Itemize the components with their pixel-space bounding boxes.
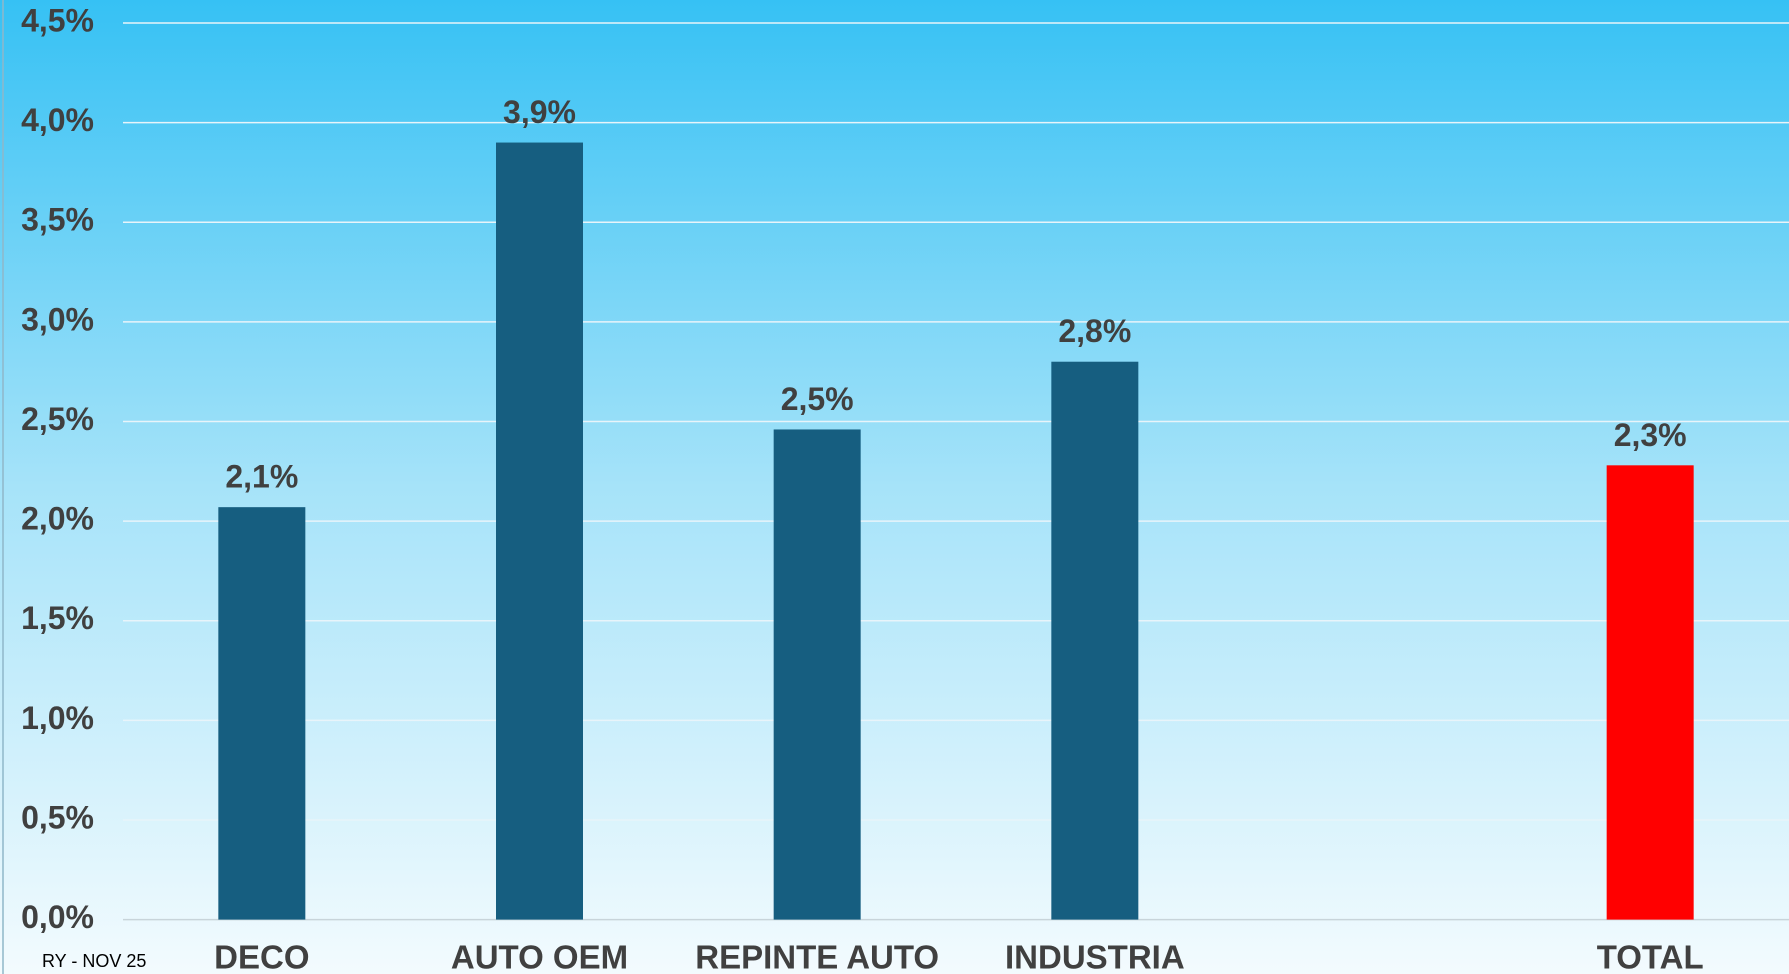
y-tick-label: 3,5% <box>21 202 94 238</box>
y-tick-label: 2,5% <box>21 401 94 437</box>
bar <box>1051 361 1139 920</box>
bar <box>496 142 583 920</box>
y-tick-label: 4,0% <box>21 102 94 138</box>
value-label: 3,9% <box>503 94 576 130</box>
x-tick-label: REPINTE AUTO <box>695 939 939 974</box>
y-tick-label: 0,5% <box>21 799 94 835</box>
bar <box>1606 465 1694 920</box>
y-tick-label: 0,0% <box>21 899 94 935</box>
x-tick-label: TOTAL <box>1597 939 1704 974</box>
value-label: 2,3% <box>1614 417 1687 453</box>
y-tick-label: 1,5% <box>21 600 94 636</box>
value-label: 2,8% <box>1058 313 1131 349</box>
y-tick-label: 4,5% <box>21 2 94 38</box>
value-label: 2,1% <box>225 459 298 495</box>
y-tick-label: 2,0% <box>21 501 94 537</box>
value-label: 2,5% <box>781 381 854 417</box>
annotation: RY - NOV 25 <box>42 951 146 971</box>
x-tick-label: DECO <box>214 939 309 974</box>
bar <box>773 429 861 920</box>
x-tick-label: INDUSTRIA <box>1005 939 1185 974</box>
y-tick-label: 1,0% <box>21 700 94 736</box>
x-tick-label: AUTO OEM <box>451 939 628 974</box>
y-tick-label: 3,0% <box>21 301 94 337</box>
bar <box>218 507 306 920</box>
